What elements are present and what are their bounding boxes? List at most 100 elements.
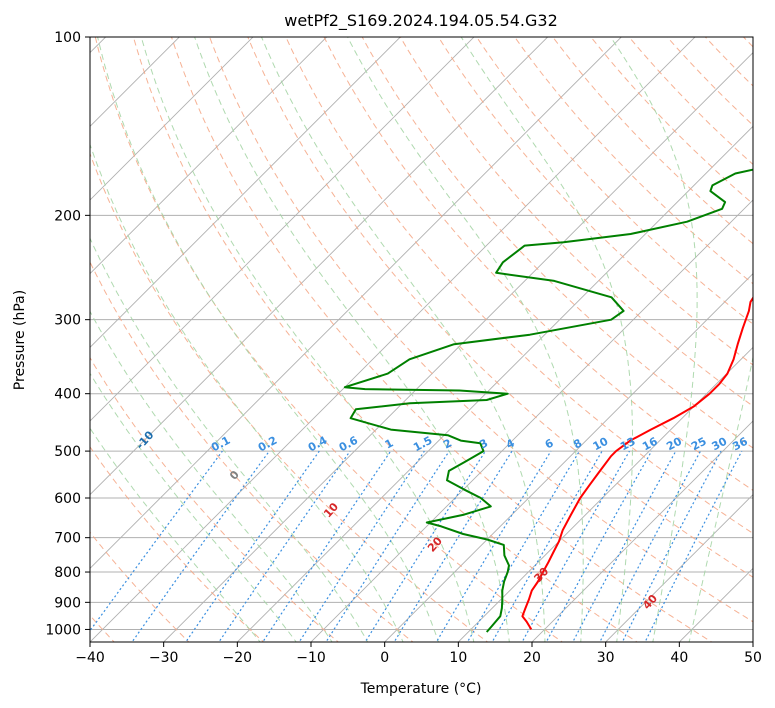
mixing-ratio-line	[572, 450, 677, 642]
isotherm-line	[531, 420, 753, 642]
isotherm-line	[678, 567, 753, 642]
mixing-ratio-line	[435, 450, 552, 642]
moist-adiabat-line	[610, 37, 698, 642]
y-tick-label: 700	[54, 531, 81, 547]
dry-adiabat-label: 40	[640, 592, 660, 612]
moist-adiabat-line	[140, 37, 475, 642]
dry-adiabat-line	[90, 446, 265, 642]
mixing-ratio-label: 4	[504, 436, 517, 451]
mixing-ratio-line	[621, 450, 722, 642]
moist-adiabat-line	[90, 310, 333, 642]
mixing-ratio-label: 6	[543, 436, 556, 451]
x-tick-label: 10	[449, 650, 467, 666]
dry-adiabat-line	[666, 37, 753, 126]
moist-adiabat-line	[90, 372, 297, 642]
isotherm-line	[90, 37, 254, 201]
x-tick-label: −20	[223, 650, 253, 666]
isotherm-line	[310, 199, 753, 642]
moist-adiabat-line	[90, 427, 261, 642]
x-tick-label: −10	[296, 650, 326, 666]
mixing-ratio-label: 20	[664, 434, 684, 453]
grid-layer	[90, 24, 775, 645]
mixing-ratio-label: 10	[591, 434, 611, 453]
dry-adiabat-label: 0	[227, 468, 242, 483]
moist-adiabat-line	[90, 236, 369, 642]
y-tick-label: 300	[54, 313, 81, 329]
dry-adiabat-line	[361, 37, 753, 449]
dry-adiabat-line	[132, 37, 638, 642]
isotherm-line	[752, 641, 753, 642]
mixing-ratio-line	[491, 450, 603, 642]
isotherm-line	[90, 37, 180, 127]
y-tick-label: 500	[54, 444, 81, 460]
dry-adiabat-line	[323, 37, 753, 491]
dry-adiabat-line	[437, 37, 753, 366]
y-tick-label: 100	[54, 30, 81, 46]
dry-adiabat-line	[209, 37, 753, 623]
mixing-ratio-line	[262, 450, 392, 642]
mixing-ratio-line	[644, 450, 743, 642]
x-tick-label: −30	[149, 650, 179, 666]
x-tick-label: 0	[380, 650, 389, 666]
x-axis-title: Temperature (°C)	[360, 681, 482, 697]
dry-adiabat-line	[170, 37, 713, 642]
x-tick-label: 20	[523, 650, 541, 666]
mixing-ratio-line	[466, 450, 580, 642]
y-axis-title: Pressure (hPa)	[12, 290, 28, 390]
mixing-ratio-label: 36	[730, 435, 750, 454]
dry-adiabat-line	[90, 152, 489, 642]
dewpoint-profile-line	[343, 168, 753, 633]
mixing-ratio-line	[218, 450, 351, 642]
dry-adiabat-line	[476, 37, 753, 325]
mixing-ratio-line	[90, 450, 223, 632]
y-tick-label: 400	[54, 387, 81, 403]
mixing-ratio-label: 30	[710, 435, 730, 454]
dry-adiabat-line	[90, 356, 340, 642]
x-tick-label: −40	[75, 650, 105, 666]
mixing-ratio-label: 13	[618, 435, 638, 454]
dry-adiabat-line	[590, 37, 753, 205]
mixing-ratio-line	[521, 450, 631, 642]
moist-adiabat-line	[260, 37, 546, 642]
chart-title: wetPf2_S169.2024.194.05.54.G32	[284, 11, 558, 31]
moist-adiabat-line	[97, 37, 439, 642]
moist-adiabat-line	[90, 143, 404, 642]
isotherm-line	[90, 37, 328, 275]
mixing-ratio-label: 16	[640, 435, 660, 454]
moist-adiabat-line	[194, 37, 510, 642]
dry-adiabat-line	[769, 24, 775, 645]
isotherm-line	[90, 37, 696, 642]
mixing-ratio-label: 3	[477, 436, 490, 451]
data-layer	[343, 168, 753, 633]
contour-label-layer: 0.10.20.40.611.52346810131620253036-100-…	[133, 428, 750, 612]
y-tick-label: 200	[54, 208, 81, 224]
mixing-ratio-label: 25	[689, 435, 709, 454]
moist-adiabat-line	[347, 37, 584, 642]
mixing-ratio-line	[393, 450, 513, 642]
dry-adiabat-label: 30	[532, 565, 552, 585]
x-tick-label: 50	[744, 650, 762, 666]
isotherm-line	[236, 125, 753, 642]
y-tick-label: 1000	[45, 622, 81, 638]
temperature-profile-line	[521, 296, 753, 630]
mixing-ratio-line	[185, 450, 320, 642]
dry-adiabat-label: 10	[321, 500, 341, 520]
dry-adiabat-line	[514, 37, 753, 285]
plot-frame	[89, 36, 754, 643]
mixing-ratio-line	[364, 450, 486, 642]
isotherm-line	[90, 37, 475, 422]
isotherm-line	[163, 52, 753, 642]
x-tick-label: 40	[670, 650, 688, 666]
dry-adiabat-line	[90, 260, 414, 642]
y-tick-label: 900	[54, 595, 81, 611]
dry-adiabat-line	[247, 37, 753, 578]
isotherm-line	[90, 37, 401, 348]
y-tick-label: 600	[54, 491, 81, 507]
x-tick-label: 30	[597, 650, 615, 666]
mixing-ratio-line	[599, 450, 702, 642]
dry-adiabat-line	[704, 37, 753, 87]
isotherm-line	[90, 37, 549, 496]
moist-adiabat-line	[460, 37, 633, 642]
moist-adiabat-line	[688, 354, 753, 642]
